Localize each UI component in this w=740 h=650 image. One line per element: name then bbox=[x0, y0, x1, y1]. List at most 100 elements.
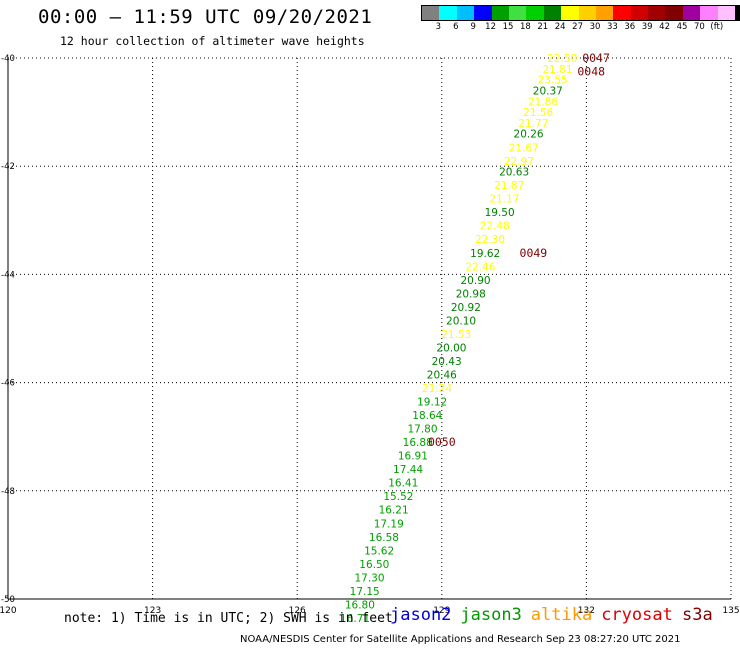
color-scale-label: 70 bbox=[693, 22, 705, 32]
wave-height-label: 21.53 bbox=[441, 329, 471, 341]
color-scale-labels: 3 6 9 12 15 18 21 24 27 30 33 36 39 42 45 70 (ft) bbox=[421, 22, 740, 34]
color-scale-label: 3 bbox=[435, 22, 442, 32]
color-swatch bbox=[648, 6, 666, 20]
wave-height-label: 21.67 bbox=[509, 142, 539, 154]
legend-item-altika: altika bbox=[530, 605, 593, 625]
x-tick-label: 123 bbox=[144, 606, 161, 616]
wave-height-label: 18.64 bbox=[412, 410, 442, 422]
wave-height-label: 16.41 bbox=[388, 478, 418, 490]
wave-height-label: 20.00 bbox=[436, 342, 466, 354]
wave-height-label: 17.19 bbox=[374, 518, 404, 530]
wave-height-label: 22.50 bbox=[547, 53, 577, 65]
wave-height-label: 19.50 bbox=[485, 207, 515, 219]
color-swatch bbox=[474, 6, 492, 20]
color-swatch bbox=[578, 6, 596, 20]
x-tick-label: 132 bbox=[578, 606, 595, 616]
color-swatch bbox=[682, 6, 701, 20]
wave-height-label: 16.58 bbox=[369, 532, 399, 544]
color-swatch bbox=[526, 6, 544, 20]
wave-height-label: 16.71 bbox=[340, 613, 370, 625]
wave-height-label: 22.97 bbox=[504, 156, 534, 168]
y-tick-label: -48 bbox=[1, 487, 15, 497]
color-swatch bbox=[456, 6, 475, 20]
legend-item-cryosat: cryosat bbox=[601, 605, 673, 625]
wave-height-label: 21.17 bbox=[489, 194, 519, 206]
wave-height-label: 15.62 bbox=[364, 545, 394, 557]
color-swatch bbox=[508, 6, 527, 20]
time-label: 0049 bbox=[520, 246, 548, 260]
wave-height-label: 20.92 bbox=[451, 302, 481, 314]
color-scale-label: 36 bbox=[624, 22, 636, 32]
y-tick-label: -44 bbox=[1, 270, 15, 280]
page-title: 00:00 – 11:59 UTC 09/20/2021 bbox=[38, 6, 373, 28]
wave-height-label: 21.81 bbox=[542, 64, 572, 76]
wave-height-label: 16.88 bbox=[403, 437, 433, 449]
time-label: 0050 bbox=[428, 435, 456, 449]
color-scale-label: 15 bbox=[502, 22, 514, 32]
wave-height-label: 21.56 bbox=[523, 107, 553, 119]
color-scale-label: (ft) bbox=[710, 22, 724, 32]
x-tick-label: 135 bbox=[722, 606, 739, 616]
color-swatch bbox=[561, 6, 579, 20]
footer-credit: NOAA/NESDIS Center for Satellite Applica… bbox=[240, 634, 681, 645]
wave-height-label: 21.77 bbox=[518, 118, 548, 130]
legend-item-s3a: s3a bbox=[682, 605, 713, 625]
wave-height-label: 22.48 bbox=[480, 221, 510, 233]
color-scale-label: 42 bbox=[659, 22, 671, 32]
wave-height-label: 20.63 bbox=[499, 167, 529, 179]
wave-height-label: 20.98 bbox=[456, 288, 486, 300]
x-tick-label: 126 bbox=[289, 606, 306, 616]
page-subtitle: 12 hour collection of altimeter wave hei… bbox=[60, 34, 365, 48]
y-tick-label: -46 bbox=[1, 379, 15, 389]
color-swatch bbox=[491, 6, 509, 20]
wave-height-label: 20.90 bbox=[461, 275, 491, 287]
wave-height-label: 16.50 bbox=[359, 559, 389, 571]
wave-height-label: 16.21 bbox=[379, 505, 409, 517]
wave-height-label: 21.87 bbox=[494, 180, 524, 192]
wave-height-label: 17.44 bbox=[393, 464, 423, 476]
legend-item-jason2: jason2 bbox=[390, 605, 452, 625]
wave-height-label: 21.86 bbox=[528, 96, 558, 108]
color-swatch bbox=[543, 6, 562, 20]
color-scale-label: 18 bbox=[519, 22, 531, 32]
wave-height-label: 22.30 bbox=[475, 234, 505, 246]
wave-height-label: 19.12 bbox=[417, 397, 447, 409]
color-swatch bbox=[595, 6, 614, 20]
color-swatch bbox=[439, 6, 457, 20]
color-scale-label: 21 bbox=[537, 22, 549, 32]
color-scale-label: 9 bbox=[470, 22, 476, 32]
color-swatch bbox=[700, 6, 718, 20]
wave-height-label: 20.46 bbox=[427, 369, 457, 381]
color-scale-label: 45 bbox=[676, 22, 688, 32]
color-swatch bbox=[735, 6, 740, 20]
color-scale-label: 24 bbox=[554, 22, 566, 32]
color-scale-label: 30 bbox=[589, 22, 601, 32]
wave-height-label: 22.46 bbox=[465, 261, 495, 273]
color-scale-label: 6 bbox=[453, 22, 459, 32]
legend-item-jason3: jason3 bbox=[460, 605, 522, 625]
y-tick-label: -50 bbox=[1, 595, 15, 605]
color-swatch bbox=[613, 6, 631, 20]
color-scale-bar bbox=[421, 5, 740, 21]
x-tick-label: 129 bbox=[433, 606, 450, 616]
color-scale-label: 27 bbox=[572, 22, 584, 32]
color-swatch bbox=[422, 6, 440, 20]
wave-height-label: 20.37 bbox=[533, 85, 563, 97]
wave-height-label: 23.55 bbox=[538, 75, 568, 87]
y-tick-label: -40 bbox=[1, 54, 15, 64]
wave-height-label: 17.30 bbox=[354, 572, 384, 584]
color-scale-label: 39 bbox=[641, 22, 653, 32]
color-scale-label: 12 bbox=[485, 22, 497, 32]
y-tick-label: -42 bbox=[1, 162, 15, 172]
time-label: 0048 bbox=[577, 65, 605, 79]
x-tick-label: 120 bbox=[0, 606, 17, 616]
wave-height-label: 17.80 bbox=[407, 424, 437, 436]
footer-note: note: 1) Time is in UTC; 2) SWH is in fe… bbox=[64, 611, 393, 626]
wave-height-label: 16.80 bbox=[345, 599, 375, 611]
wave-height-label: 20.26 bbox=[514, 129, 544, 141]
time-label: 0047 bbox=[582, 51, 610, 65]
color-scale-label: 33 bbox=[606, 22, 618, 32]
color-swatch bbox=[630, 6, 649, 20]
wave-height-label: 17.15 bbox=[350, 586, 380, 598]
